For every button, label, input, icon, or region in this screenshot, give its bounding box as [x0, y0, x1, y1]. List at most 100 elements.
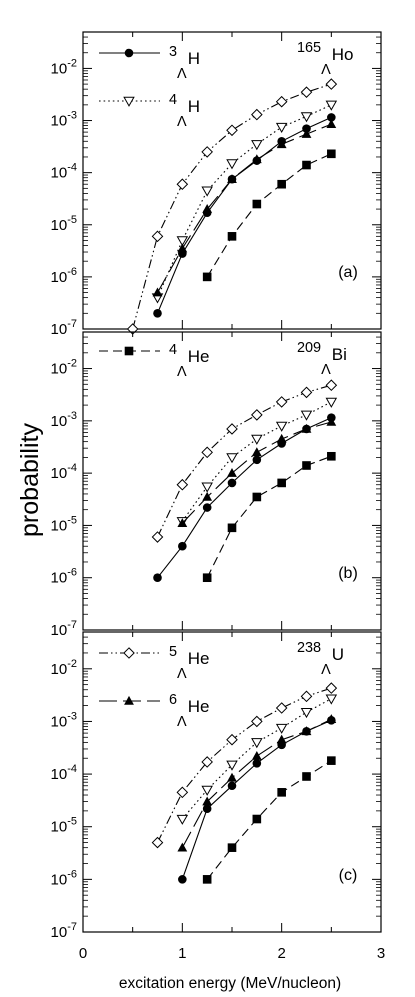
mass-number: 209: [297, 340, 321, 356]
data-point: [202, 796, 213, 806]
y-tick-label: 10-6: [51, 567, 77, 587]
y-tick-mantissa: 10: [51, 622, 68, 639]
series-He4: [202, 451, 336, 583]
element-symbol: H: [188, 49, 200, 68]
data-point: [227, 781, 237, 791]
data-point: [275, 396, 288, 408]
y-tick-exponent: -5: [67, 514, 77, 526]
data-point: [325, 379, 338, 392]
y-tick-exponent: -3: [67, 710, 77, 722]
data-point: [201, 785, 213, 796]
data-point: [300, 386, 313, 399]
y-tick-mantissa: 10: [51, 60, 68, 77]
data-point: [327, 113, 336, 122]
data-point: [201, 756, 213, 768]
data-point: [327, 451, 336, 461]
series-H3: [153, 413, 336, 583]
series-He6: [177, 416, 337, 528]
series-line: [206, 760, 332, 880]
element-symbol: Ho: [332, 45, 354, 64]
data-point: [227, 174, 237, 184]
data-point: [277, 788, 286, 797]
y-tick-mantissa: 10: [51, 165, 68, 182]
y-tick-label: 10-3: [51, 710, 77, 730]
data-point: [251, 108, 263, 121]
y-tick-label: 10-4: [51, 162, 77, 182]
series-line: [157, 123, 332, 293]
data-point: [300, 410, 313, 421]
data-point: [252, 759, 262, 768]
y-tick-exponent: -3: [67, 410, 77, 422]
y-tick-exponent: -7: [67, 921, 77, 933]
data-point: [300, 86, 313, 98]
x-tick-label: 0: [79, 945, 87, 962]
data-point: [227, 478, 237, 488]
data-point: [226, 423, 238, 435]
data-point: [201, 186, 213, 197]
data-point: [252, 814, 262, 824]
legend-entry: 4ΛH: [99, 92, 200, 130]
y-tick-exponent: -2: [67, 358, 77, 370]
series-He5: [151, 682, 338, 849]
data-point: [302, 160, 311, 170]
mass-number: 6: [169, 692, 177, 708]
series-He4: [202, 756, 336, 884]
legend-label: 4ΛHe: [169, 342, 209, 380]
y-tick-exponent: -5: [67, 816, 77, 828]
data-point: [325, 100, 338, 111]
y-tick-mantissa: 10: [51, 217, 68, 234]
y-tick-mantissa: 10: [51, 113, 68, 130]
data-point: [275, 95, 288, 108]
data-point: [300, 112, 313, 123]
nucleus-label: 165ΛHo: [297, 40, 353, 78]
data-point: [202, 503, 212, 512]
mass-number: 165: [297, 40, 321, 56]
data-point: [226, 760, 238, 771]
y-tick-label: 10-3: [51, 110, 77, 130]
series-line: [206, 455, 332, 578]
series-line: [156, 104, 332, 298]
data-point: [251, 140, 263, 151]
lambda-subscript: Λ: [177, 714, 187, 730]
nucleus-label: 238ΛU: [297, 640, 344, 678]
y-tick-exponent: -2: [67, 658, 77, 670]
data-point: [202, 573, 212, 583]
data-point: [151, 531, 164, 543]
series-H3: [178, 716, 336, 884]
y-tick-mantissa: 10: [51, 570, 68, 587]
series-line: [157, 417, 332, 579]
y-tick-label: 10-3: [51, 410, 77, 430]
lambda-subscript: Λ: [177, 666, 187, 682]
data-point: [277, 478, 286, 488]
y-tick-mantissa: 10: [51, 517, 68, 534]
x-tick-label: 3: [377, 945, 385, 962]
data-point: [275, 421, 288, 432]
series-He5: [151, 379, 338, 543]
y-tick-label: 10-5: [51, 214, 77, 234]
element-symbol: Bi: [332, 345, 347, 364]
data-point: [275, 723, 288, 734]
mass-number: 238: [297, 640, 321, 656]
series-line: [157, 384, 332, 538]
element-symbol: H: [188, 97, 200, 116]
y-tick-exponent: -5: [67, 214, 77, 226]
y-tick-mantissa: 10: [51, 321, 68, 338]
legend-marker: [124, 48, 134, 58]
data-point: [202, 491, 213, 501]
element-symbol: He: [188, 649, 210, 668]
y-tick-mantissa: 10: [51, 819, 68, 836]
series-H4: [176, 694, 338, 825]
legend-entry: 5ΛHe: [99, 644, 209, 682]
x-tick-label: 1: [178, 945, 186, 962]
data-point: [327, 149, 336, 159]
panel-label: (a): [338, 264, 358, 281]
data-point: [151, 836, 164, 849]
y-tick-label: 10-7: [51, 318, 77, 338]
mass-number: 5: [169, 644, 177, 660]
series-line: [157, 687, 332, 843]
data-point: [302, 726, 311, 736]
y-tick-mantissa: 10: [51, 766, 68, 783]
y-tick-label: 10-4: [51, 763, 77, 783]
